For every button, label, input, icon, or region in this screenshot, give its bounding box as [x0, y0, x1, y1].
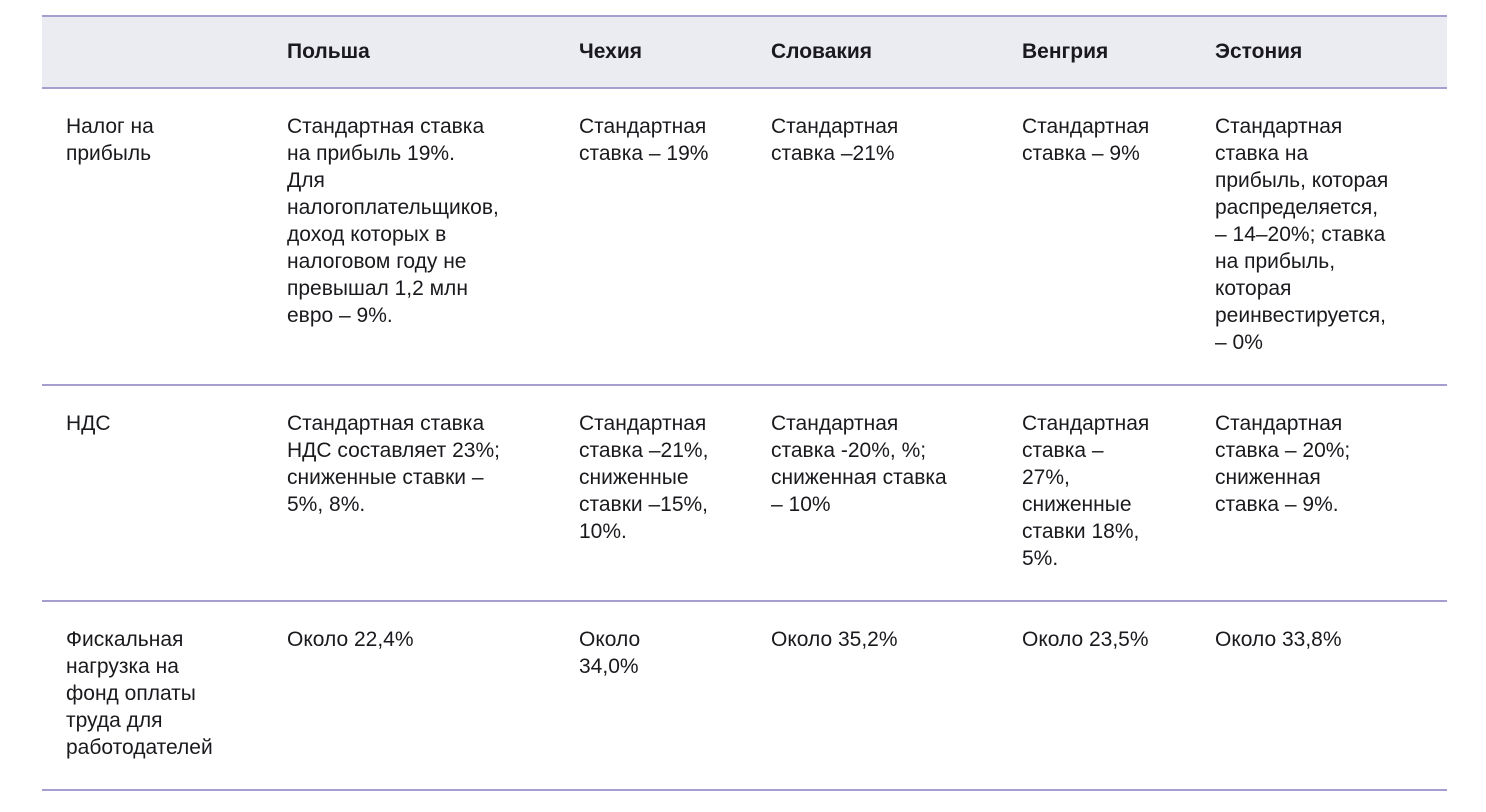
cell-payroll-poland: Около 22,4% — [263, 601, 555, 791]
table-row-payroll-burden: Фискальная нагрузка на фонд оплаты труда… — [42, 601, 1447, 791]
cell-profit-tax-czechia: Стандартная ставка – 19% — [555, 88, 747, 386]
header-row: Польша Чехия Словакия Венгрия Эстония — [42, 16, 1447, 89]
column-header-czechia: Чехия — [555, 16, 747, 89]
cell-profit-tax-hungary: Стандартная ставка – 9% — [998, 88, 1191, 386]
column-header-estonia: Эстония — [1191, 16, 1447, 89]
tax-comparison-table: Польша Чехия Словакия Венгрия Эстония На… — [42, 15, 1447, 791]
cell-profit-tax-slovakia: Стандартная ставка –21% — [747, 88, 998, 386]
cell-profit-tax-poland: Стандартная ставка на прибыль 19%. Для н… — [263, 88, 555, 386]
column-header-slovakia: Словакия — [747, 16, 998, 89]
cell-payroll-slovakia: Около 35,2% — [747, 601, 998, 791]
cell-payroll-hungary: Около 23,5% — [998, 601, 1191, 791]
column-header-hungary: Венгрия — [998, 16, 1191, 89]
cell-profit-tax-estonia: Стандартная ставка на прибыль, которая р… — [1191, 88, 1447, 386]
column-header-row-label — [42, 16, 263, 89]
table-container: Польша Чехия Словакия Венгрия Эстония На… — [42, 15, 1447, 791]
cell-vat-hungary: Стандартная ставка – 27%, сниженные став… — [998, 385, 1191, 602]
row-label-profit-tax: Налог на прибыль — [42, 88, 263, 386]
cell-vat-czechia: Стандартная ставка –21%, сниженные ставк… — [555, 385, 747, 602]
cell-vat-poland: Стандартная ставка НДС составляет 23%; с… — [263, 385, 555, 602]
table-row-vat: НДС Стандартная ставка НДС составляет 23… — [42, 385, 1447, 602]
cell-vat-estonia: Стандартная ставка – 20%; сниженная став… — [1191, 385, 1447, 602]
column-header-poland: Польша — [263, 16, 555, 89]
cell-payroll-czechia: Около 34,0% — [555, 601, 747, 791]
row-label-vat: НДС — [42, 385, 263, 602]
cell-vat-slovakia: Стандартная ставка -20%, %; сниженная ст… — [747, 385, 998, 602]
row-label-payroll-burden: Фискальная нагрузка на фонд оплаты труда… — [42, 601, 263, 791]
cell-payroll-estonia: Около 33,8% — [1191, 601, 1447, 791]
table-row-profit-tax: Налог на прибыль Стандартная ставка на п… — [42, 88, 1447, 386]
